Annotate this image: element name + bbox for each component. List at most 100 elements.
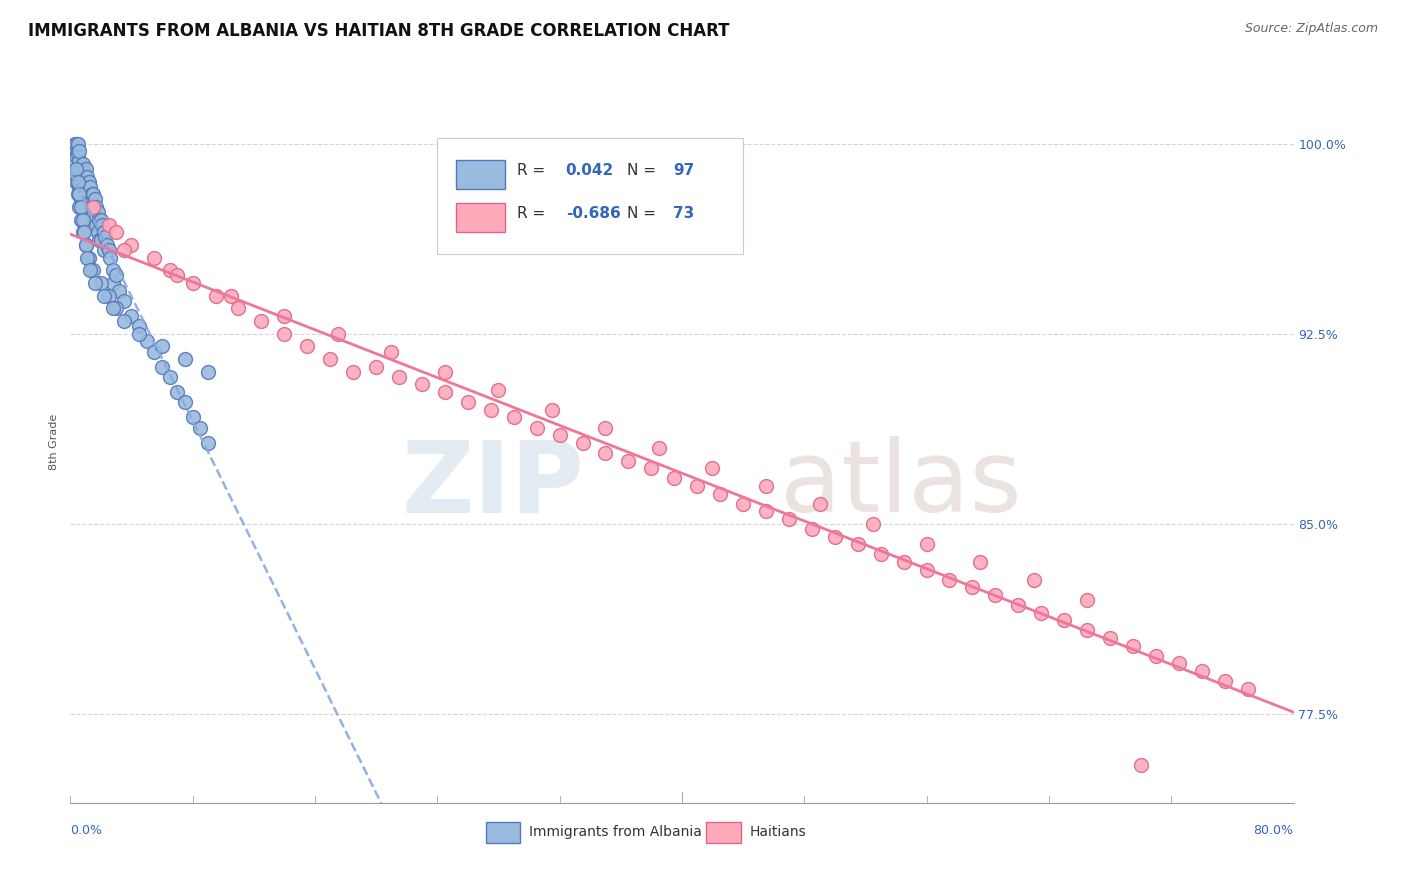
Point [73,179,96,194]
Point [1031,606,1053,620]
Point [219,289,242,303]
Point [731,497,754,511]
Point [82,263,104,277]
Point [90,212,112,227]
Point [66,187,89,202]
Point [80,187,103,202]
Point [89,212,111,227]
Point [1213,674,1236,689]
Point [174,395,197,409]
Point [846,537,869,551]
Point [76,169,98,184]
Point [101,263,124,277]
Point [84,200,107,214]
Point [526,420,548,434]
Point [66,175,89,189]
Point [1122,639,1144,653]
Point [83,276,105,290]
Point [76,251,98,265]
Point [159,263,181,277]
Point [969,555,991,569]
Point [66,146,89,161]
Point [75,238,97,252]
Point [73,164,96,178]
Point [228,301,250,316]
Point [66,175,89,189]
Point [273,326,295,341]
Point [1129,757,1152,772]
Point [83,193,105,207]
Point [595,420,617,434]
Point [250,314,273,328]
Point [69,145,91,159]
Point [862,516,884,531]
Text: Source: ZipAtlas.com: Source: ZipAtlas.com [1244,22,1378,36]
Point [87,205,110,219]
Point [112,293,135,308]
Point [105,301,128,316]
Point [65,161,87,176]
Text: 97: 97 [673,163,695,178]
Point [70,212,93,227]
Point [69,187,91,202]
Point [70,175,93,189]
Point [962,580,984,594]
Point [80,208,103,222]
Point [1053,613,1076,627]
Point [105,226,128,240]
Point [70,193,93,207]
Text: 0.042: 0.042 [565,163,614,178]
Point [101,276,124,290]
Point [82,208,104,222]
Point [135,334,157,349]
Point [69,154,91,169]
Text: 73: 73 [673,206,695,221]
Point [96,238,118,252]
Point [76,187,98,202]
Point [433,365,456,379]
Point [69,167,91,181]
Text: atlas: atlas [780,436,1021,533]
Point [72,157,94,171]
Point [366,359,388,374]
Point [273,309,295,323]
Point [98,251,121,265]
Text: ZIP: ZIP [401,436,583,533]
Point [342,365,364,379]
Point [90,276,112,290]
Text: R =: R = [517,163,550,178]
Point [93,243,115,257]
Bar [706,822,741,843]
Point [73,226,96,240]
Point [548,428,571,442]
Point [66,136,89,151]
Point [82,200,104,214]
Point [121,309,143,323]
Text: 80.0%: 80.0% [1254,824,1294,838]
Text: Immigrants from Albania: Immigrants from Albania [529,825,702,839]
Point [297,339,319,353]
Bar [456,203,505,232]
Point [89,233,111,247]
Point [63,157,86,171]
Y-axis label: 8th Grade: 8th Grade [49,413,59,470]
Point [72,169,94,184]
Point [72,226,94,240]
Point [112,314,135,328]
Point [79,263,101,277]
Point [65,149,87,163]
Point [824,530,846,544]
Point [1191,664,1213,678]
Point [97,289,120,303]
Point [541,402,564,417]
Point [75,238,97,252]
Point [197,435,219,450]
Bar [486,822,520,843]
Point [79,179,101,194]
Point [755,504,778,518]
Point [91,218,114,232]
Point [893,555,915,569]
Point [319,352,342,367]
Point [69,182,91,196]
Point [159,370,181,384]
